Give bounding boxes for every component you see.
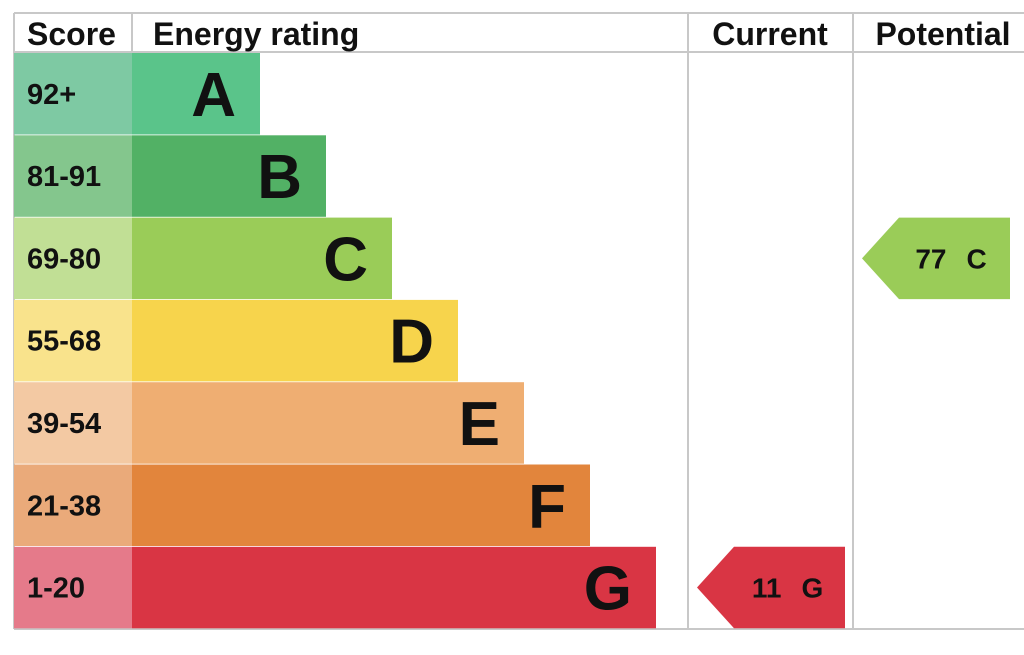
potential-rating-arrow [862,217,1010,300]
current-rating-letter: G [802,573,824,604]
score-cell-e [14,382,132,464]
score-cell-g [14,546,132,629]
potential-rating-letter: C [967,243,987,274]
rating-letter-d: D [389,308,434,377]
score-label-a: 92+ [27,79,76,111]
score-label-c: 69-80 [27,243,101,275]
energy-rating-header: Energy rating [153,16,359,52]
score-label-e: 39-54 [27,408,101,440]
potential-rating-value: 77 [915,243,946,274]
current-rating-arrow [697,546,845,629]
score-cell-b [14,135,132,217]
rating-letter-a: A [191,61,236,130]
rating-bar-b [132,135,326,217]
rating-bar-f [132,464,590,546]
score-cell-f [14,464,132,546]
rating-bar-d [132,299,458,382]
current-header: Current [712,16,828,52]
rating-bands: 92+ A 81-91 B 69-80 C 55-68 D 39-54 E 21-38 F 1-20 G [14,53,656,629]
rating-letter-b: B [257,143,302,212]
rating-letter-f: F [528,472,566,541]
rating-letter-c: C [323,225,368,294]
rating-letter-g: G [584,555,632,624]
rating-bar-g [132,546,656,629]
score-cell-a [14,53,132,135]
rating-bar-c [132,217,392,300]
score-cell-c [14,217,132,300]
rating-bar-a [132,53,260,135]
score-cell-d [14,299,132,382]
rating-markers: 11 G 77 C [697,217,1010,629]
potential-header: Potential [875,16,1010,52]
rating-bar-e [132,382,524,464]
score-label-g: 1-20 [27,573,85,605]
score-label-f: 21-38 [27,490,101,522]
score-label-b: 81-91 [27,161,101,193]
current-rating-value: 11 [752,573,782,604]
score-label-d: 55-68 [27,326,101,358]
score-header: Score [27,16,116,52]
rating-letter-e: E [459,390,500,459]
